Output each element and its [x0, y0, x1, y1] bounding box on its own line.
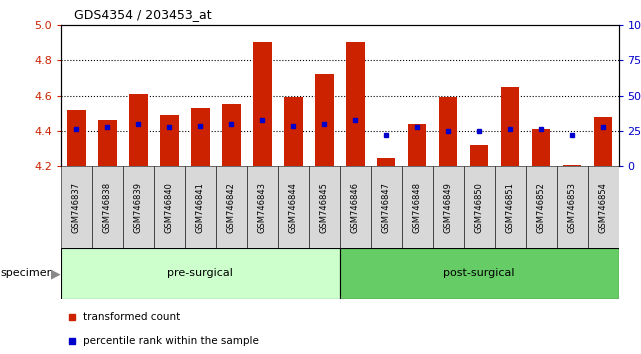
Bar [532, 129, 551, 166]
Bar [594, 117, 612, 166]
FancyBboxPatch shape [370, 166, 402, 248]
Bar [67, 110, 86, 166]
Text: GSM746853: GSM746853 [567, 182, 577, 233]
Bar [160, 115, 179, 166]
FancyBboxPatch shape [185, 166, 216, 248]
Text: GSM746850: GSM746850 [474, 182, 484, 233]
Bar [129, 94, 147, 166]
Bar [253, 42, 272, 166]
Text: GSM746843: GSM746843 [258, 182, 267, 233]
Text: pre-surgical: pre-surgical [167, 268, 233, 279]
Text: GSM746844: GSM746844 [288, 182, 298, 233]
Bar [222, 104, 240, 166]
Text: post-surgical: post-surgical [444, 268, 515, 279]
Text: GSM746849: GSM746849 [444, 182, 453, 233]
Bar [501, 87, 519, 166]
Text: ▶: ▶ [51, 267, 61, 280]
Bar [191, 108, 210, 166]
Text: GSM746845: GSM746845 [320, 182, 329, 233]
Text: GSM746842: GSM746842 [227, 182, 236, 233]
Text: GSM746837: GSM746837 [72, 182, 81, 233]
Bar [408, 124, 426, 166]
Text: GSM746851: GSM746851 [506, 182, 515, 233]
FancyBboxPatch shape [278, 166, 309, 248]
Bar [377, 158, 395, 166]
FancyBboxPatch shape [61, 166, 92, 248]
Text: GSM746846: GSM746846 [351, 182, 360, 233]
Text: GSM746854: GSM746854 [599, 182, 608, 233]
Bar [470, 145, 488, 166]
Text: GDS4354 / 203453_at: GDS4354 / 203453_at [74, 8, 212, 21]
FancyBboxPatch shape [154, 166, 185, 248]
Text: transformed count: transformed count [83, 312, 181, 322]
Bar [439, 97, 458, 166]
FancyBboxPatch shape [433, 166, 463, 248]
FancyBboxPatch shape [463, 166, 495, 248]
Bar [346, 42, 365, 166]
Text: percentile rank within the sample: percentile rank within the sample [83, 336, 259, 346]
FancyBboxPatch shape [340, 166, 370, 248]
Text: GSM746848: GSM746848 [413, 182, 422, 233]
FancyBboxPatch shape [588, 166, 619, 248]
FancyBboxPatch shape [92, 166, 123, 248]
FancyBboxPatch shape [247, 166, 278, 248]
Bar [315, 74, 333, 166]
FancyBboxPatch shape [402, 166, 433, 248]
Text: GSM746852: GSM746852 [537, 182, 545, 233]
FancyBboxPatch shape [340, 248, 619, 299]
Text: GSM746840: GSM746840 [165, 182, 174, 233]
FancyBboxPatch shape [495, 166, 526, 248]
FancyBboxPatch shape [556, 166, 588, 248]
Text: GSM746841: GSM746841 [196, 182, 205, 233]
Text: GSM746838: GSM746838 [103, 182, 112, 233]
Bar [98, 120, 117, 166]
FancyBboxPatch shape [61, 248, 340, 299]
FancyBboxPatch shape [309, 166, 340, 248]
Text: GSM746847: GSM746847 [381, 182, 391, 233]
FancyBboxPatch shape [216, 166, 247, 248]
Text: specimen: specimen [1, 268, 54, 279]
Text: GSM746839: GSM746839 [134, 182, 143, 233]
Bar [284, 97, 303, 166]
FancyBboxPatch shape [123, 166, 154, 248]
FancyBboxPatch shape [526, 166, 556, 248]
Bar [563, 165, 581, 166]
